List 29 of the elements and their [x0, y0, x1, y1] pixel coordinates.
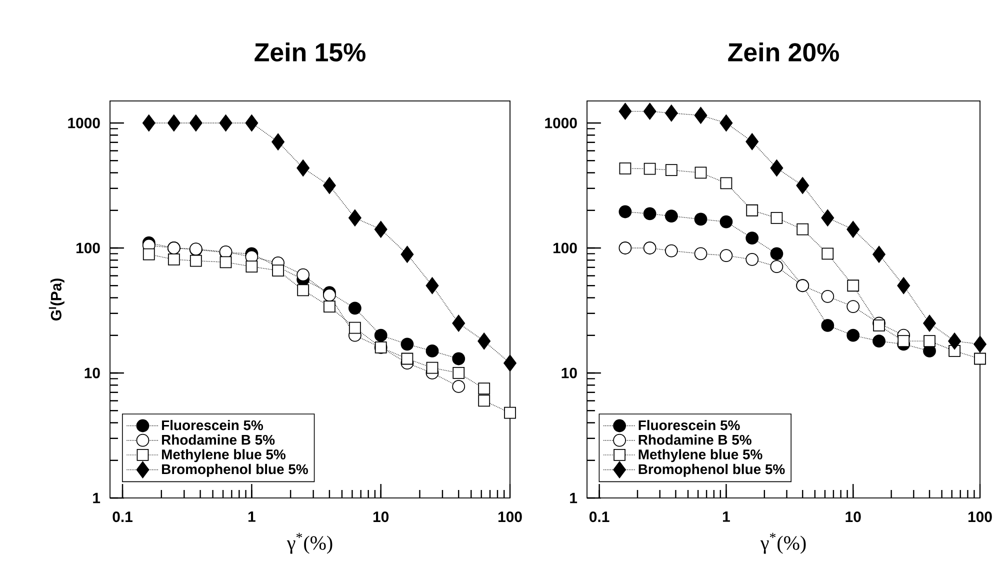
x-tick-label: 100	[498, 512, 522, 522]
legend-label: Rhodamine B 5%	[162, 434, 275, 445]
x-tick-label: 10	[373, 512, 389, 522]
y-tick-label: 10	[562, 368, 577, 378]
x-tick-label: 1	[722, 512, 730, 522]
legend-label: Bromophenol blue 5%	[162, 464, 308, 477]
y-tick-label: 1000	[545, 118, 577, 128]
legend-label: Rhodamine B 5%	[638, 434, 752, 445]
x-tick-label: 100	[968, 512, 992, 522]
chart-title: Zein 20%	[728, 42, 839, 62]
y-tick-label: 100	[76, 242, 100, 254]
x-tick-label: 0.1	[112, 512, 132, 522]
x-tick-label: 1	[248, 512, 256, 522]
x-axis-title: γ$^{*}$(%)	[760, 532, 806, 554]
y-tick-label: 1	[570, 492, 578, 504]
y-tick-label: 100	[553, 242, 577, 254]
y-axis-title: G$^{I}$(Pa)	[48, 278, 64, 321]
chart-title: Zein 15%	[254, 42, 366, 62]
x-tick-label: 10	[846, 512, 861, 522]
legend-label: Fluorescein 5%	[638, 420, 740, 430]
legend-label: Fluorescein 5%	[162, 420, 264, 430]
x-axis-title: γ$^{*}$(%)	[286, 532, 332, 554]
y-tick-label: 1000	[68, 118, 100, 128]
legend-label: Methylene blue 5%	[162, 449, 286, 462]
y-tick-label: 1	[93, 492, 100, 504]
x-tick-label: 0.1	[590, 512, 610, 522]
y-tick-label: 10	[84, 368, 100, 378]
legend-label: Bromophenol blue 5%	[638, 464, 785, 477]
legend-label: Methylene blue 5%	[638, 449, 762, 462]
